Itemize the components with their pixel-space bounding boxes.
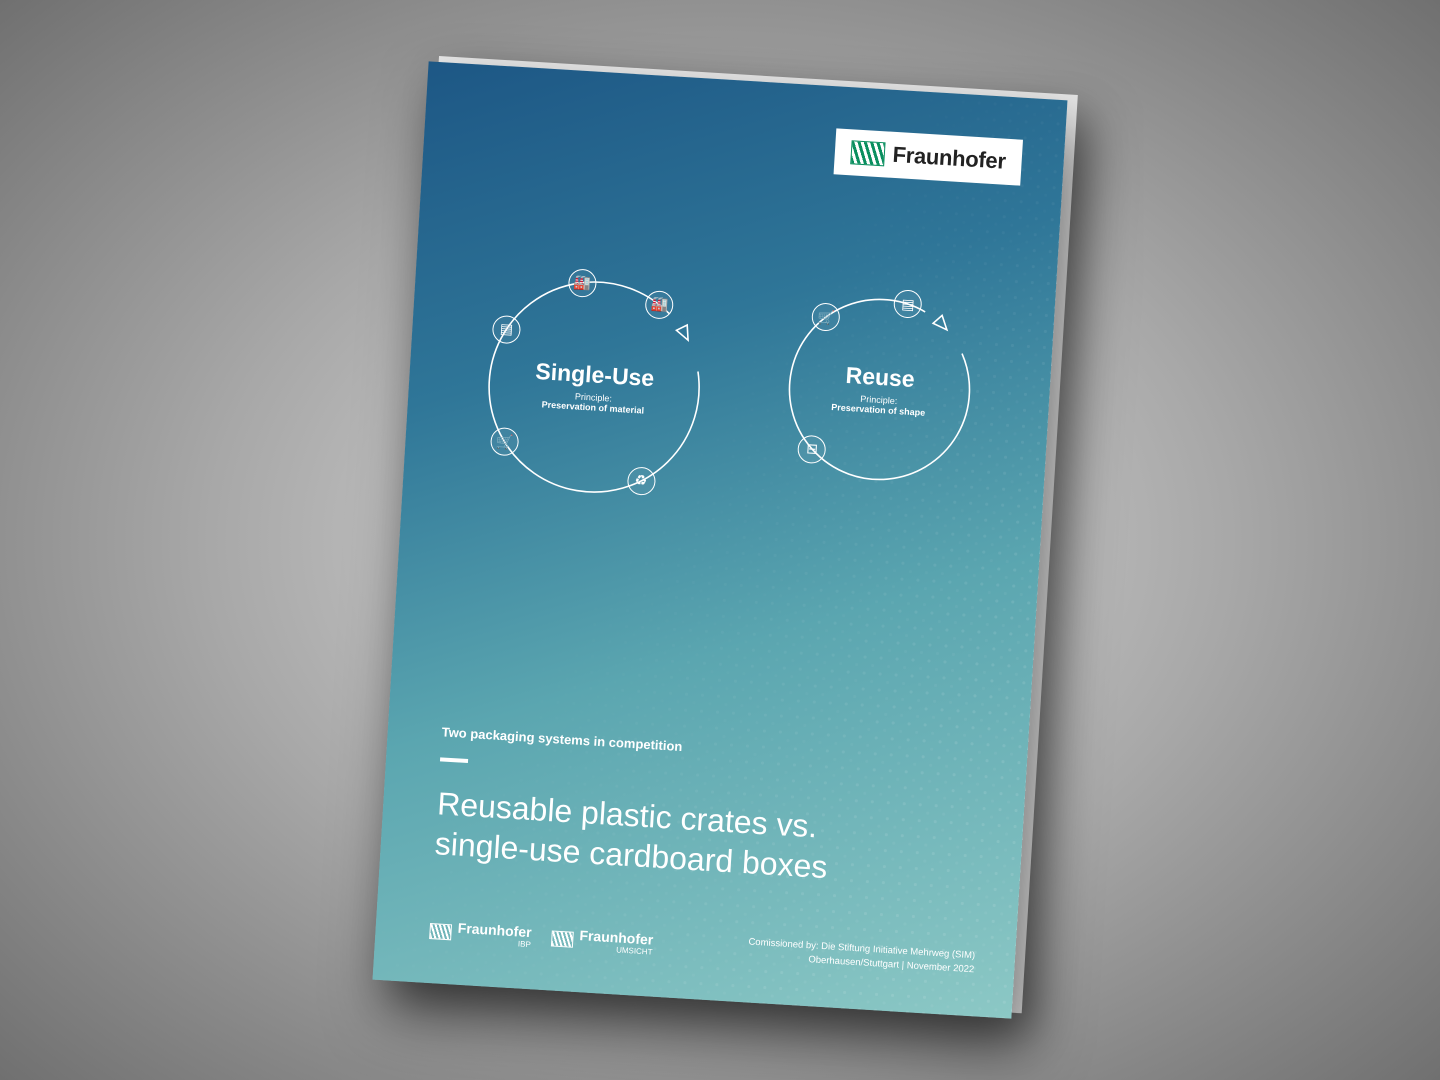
cycle-center-label: Single-Use Principle: Preservation of ma… xyxy=(513,357,676,418)
report-title: Reusable plastic crates vs. single-use c… xyxy=(434,783,970,895)
report-cover: Fraunhofer Single-Use Principle: Preserv… xyxy=(373,61,1068,1018)
cycle-diagrams: Single-Use Principle: Preservation of ma… xyxy=(402,251,1056,540)
brand-name: Fraunhofer xyxy=(892,142,1007,175)
institute-name-block: FraunhoferIBP xyxy=(457,920,532,949)
kicker-text: Two packaging systems in competition xyxy=(441,724,973,771)
institute-logos: FraunhoferIBP FraunhoferUMSICHT xyxy=(429,918,654,957)
reuse-cycle: Reuse Principle: Preservation of shape ▤… xyxy=(763,273,996,506)
document-mockup: Fraunhofer Single-Use Principle: Preserv… xyxy=(373,61,1068,1018)
fraunhofer-mark-icon xyxy=(551,930,574,947)
fraunhofer-mark-icon xyxy=(429,923,452,940)
footer: FraunhoferIBP FraunhoferUMSICHT Comission… xyxy=(429,916,976,976)
institute-name-block: FraunhoferUMSICHT xyxy=(578,927,653,956)
divider-bar xyxy=(440,757,468,763)
credits: Comissioned by: Die Stiftung Initiative … xyxy=(747,936,975,976)
fraunhofer-mark-icon xyxy=(850,140,885,166)
cycle-center-label: Reuse Principle: Preservation of shape xyxy=(798,359,961,420)
institute-logo: FraunhoferUMSICHT xyxy=(551,925,654,956)
institute-logo: FraunhoferIBP xyxy=(429,918,532,949)
single-use-cycle: Single-Use Principle: Preservation of ma… xyxy=(462,255,727,520)
title-block: Two packaging systems in competition Reu… xyxy=(434,724,973,895)
institute-name: Fraunhofer xyxy=(457,920,532,940)
brand-logo-box: Fraunhofer xyxy=(833,128,1023,185)
